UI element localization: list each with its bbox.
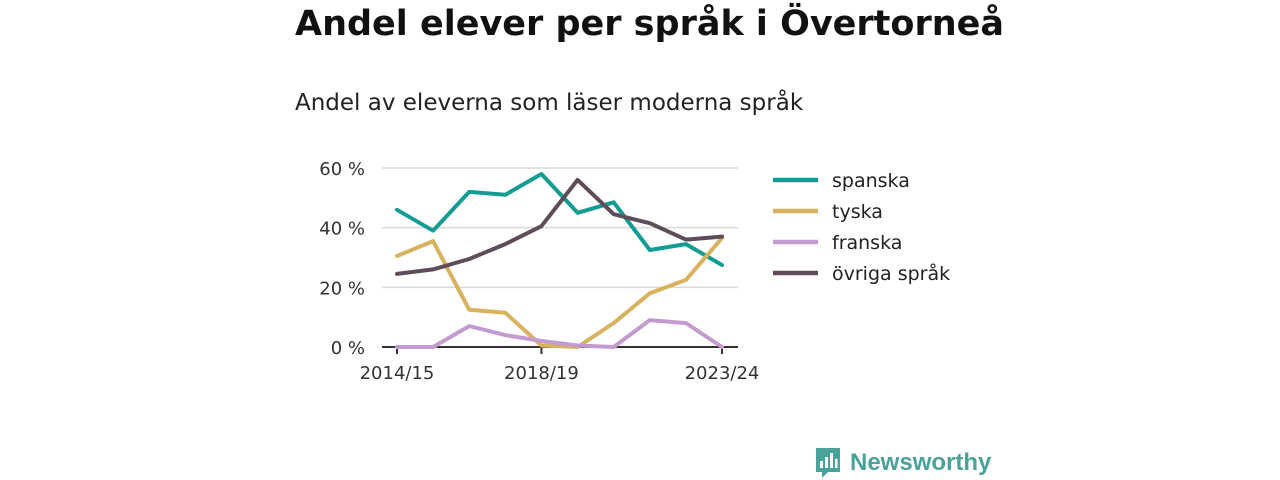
series-line-övriga-språk: [395, 177, 724, 276]
newsworthy-brand: Newsworthy: [814, 446, 991, 480]
x-tick-label: 2014/15: [360, 363, 435, 384]
legend-label: tyska: [832, 201, 883, 223]
y-tick-label: 0 %: [331, 338, 365, 359]
legend-label: spanska: [832, 170, 910, 192]
legend-label: franska: [832, 232, 902, 254]
y-tick-label: 40 %: [319, 219, 365, 240]
y-tick-label: 20 %: [319, 278, 365, 299]
legend: spanska tyska franska övriga språk: [773, 170, 950, 285]
chart-subtitle: Andel av eleverna som läser moderna språ…: [295, 90, 804, 116]
x-tick-label: 2018/19: [504, 363, 579, 384]
y-tick-label: 60 %: [319, 159, 365, 180]
series-line-franska: [395, 318, 724, 349]
chart-title: Andel elever per språk i Övertorneå: [295, 4, 1004, 44]
gridlines: [382, 167, 738, 289]
series-line-tyska: [395, 236, 724, 349]
x-tick-label: 2023/24: [685, 363, 760, 384]
series-lines: [395, 172, 724, 349]
axes: 0 % 20 % 40 % 60 % 2014/15 2018/19 2023/24: [319, 159, 759, 384]
series-line-spanska: [395, 172, 724, 267]
newsworthy-brand-name: Newsworthy: [850, 449, 992, 476]
legend-label: övriga språk: [832, 262, 950, 285]
newsworthy-logo-icon: [816, 448, 840, 478]
